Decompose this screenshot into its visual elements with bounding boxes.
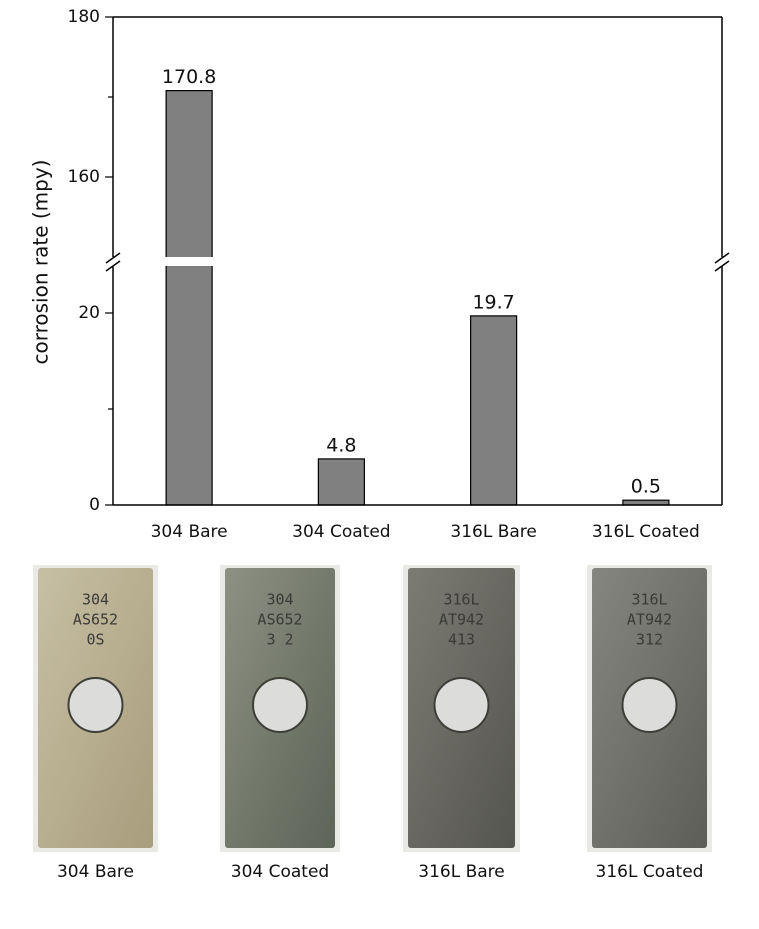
bar: [317, 458, 365, 506]
y-tick-label: 0: [89, 495, 100, 515]
photo-caption: 304 Coated: [231, 862, 329, 882]
photo-caption: 304 Bare: [57, 862, 134, 882]
engraving: 413: [448, 631, 475, 649]
y-tick-label: 20: [78, 303, 100, 323]
axis-break-gap: [114, 257, 721, 266]
bar: [470, 315, 518, 506]
value-label: 170.8: [162, 66, 216, 88]
break-mark: [105, 260, 121, 272]
engraving: 316L: [443, 591, 479, 609]
break-mark: [714, 260, 730, 272]
x-tick-label: 316L Coated: [592, 522, 700, 542]
engraving: AS652: [73, 611, 118, 629]
engraving: AT942: [439, 611, 484, 629]
engraving: 304: [82, 591, 109, 609]
engraving: 316L: [631, 591, 667, 609]
sample-hole: [252, 677, 308, 733]
y-tick-label: 180: [68, 7, 100, 27]
sample-hole: [621, 677, 678, 733]
break-mark: [714, 252, 730, 264]
break-mark: [105, 252, 121, 264]
value-label: 19.7: [472, 291, 514, 313]
x-tick-label: 304 Coated: [292, 522, 390, 542]
x-tick-label: 316L Bare: [450, 522, 536, 542]
y-tick-label: 160: [68, 167, 100, 187]
engraving: AS652: [257, 611, 302, 629]
engraving: 312: [636, 631, 663, 649]
y-axis-label: corrosion rate (mpy): [29, 160, 53, 365]
engraving: AT942: [627, 611, 672, 629]
x-tick-label: 304 Bare: [151, 522, 228, 542]
bar: [165, 89, 213, 506]
photo-caption: 316L Coated: [596, 862, 704, 882]
engraving: 0S: [86, 631, 104, 649]
value-label: 0.5: [631, 476, 661, 498]
sample-hole: [67, 677, 124, 733]
engraving: 304: [266, 591, 293, 609]
photo-caption: 316L Bare: [418, 862, 504, 882]
engraving: 3 2: [266, 631, 293, 649]
sample-hole: [433, 677, 490, 733]
value-label: 4.8: [326, 434, 356, 456]
